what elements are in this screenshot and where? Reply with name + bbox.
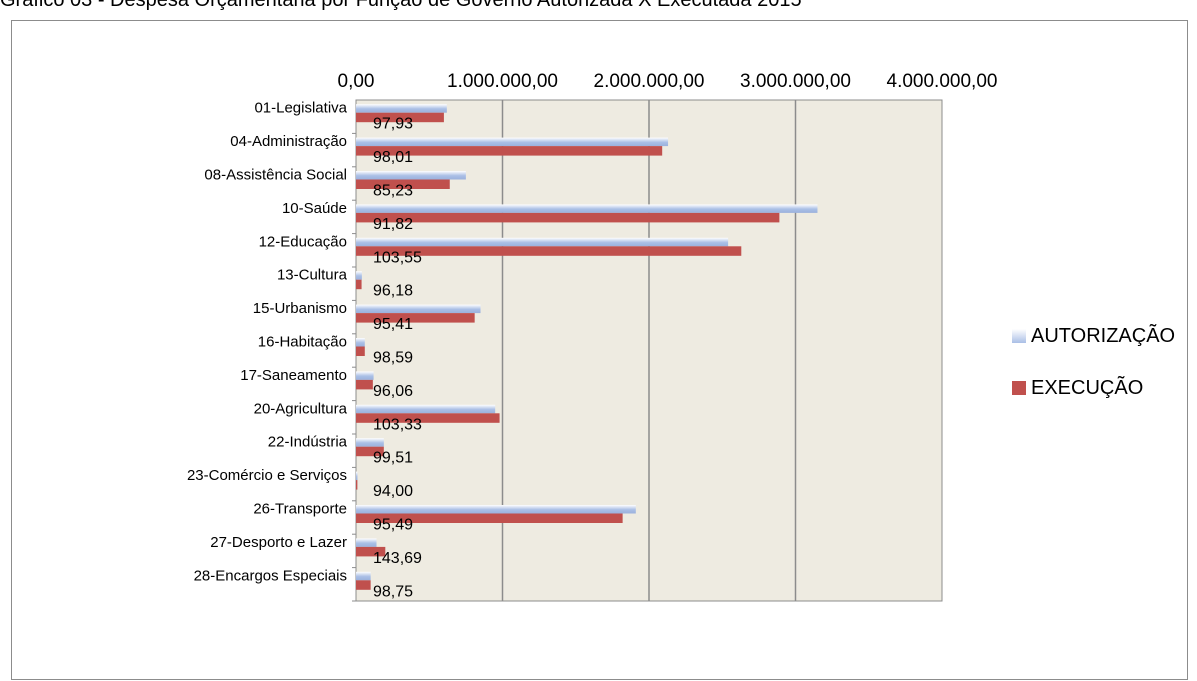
bar-execucao: [356, 413, 500, 423]
category-label: 27-Desporto e Lazer: [210, 534, 347, 551]
bar-execucao: [356, 313, 475, 323]
x-tick-label: 0,00: [338, 71, 375, 92]
bar-execucao: [356, 346, 365, 356]
bar-autorizacao: [356, 538, 377, 547]
bar-autorizacao: [356, 304, 481, 314]
legend: AUTORIZAÇÃO EXECUÇÃO: [1012, 323, 1175, 427]
data-label: 95,41: [373, 316, 413, 333]
bar-execucao: [356, 513, 623, 523]
data-label: 99,51: [373, 450, 413, 467]
bar-execucao: [356, 546, 386, 557]
data-label: 96,06: [373, 383, 413, 400]
data-label: 98,59: [373, 350, 413, 367]
bar-autorizacao: [356, 438, 384, 447]
data-label: 94,00: [373, 483, 413, 500]
legend-label-execucao: EXECUÇÃO: [1031, 376, 1144, 399]
data-label: 98,01: [373, 149, 413, 166]
category-label: 26-Transporte: [253, 501, 347, 518]
bar-autorizacao: [356, 104, 447, 113]
chart-frame: 0,00 1.000.000,00 2.000.000,00 3.000.000,00…: [11, 20, 1188, 680]
category-label: 22-Indústria: [268, 434, 348, 451]
data-label: 143,69: [373, 550, 422, 567]
bar-execucao: [356, 179, 450, 189]
data-label: 103,55: [373, 249, 422, 266]
category-label: 20-Agricultura: [254, 400, 348, 417]
bar-autorizacao: [356, 204, 818, 213]
x-tick-label: 3.000.000,00: [740, 71, 851, 92]
data-label: 91,82: [373, 216, 413, 233]
bar-execucao: [356, 279, 362, 290]
bar-execucao: [356, 212, 780, 223]
category-label: 23-Comércio e Serviços: [187, 467, 347, 484]
x-tick-label: 4.000.000,00: [887, 71, 998, 92]
legend-label-autorizacao: AUTORIZAÇÃO: [1031, 324, 1176, 347]
data-label: 98,75: [373, 583, 413, 600]
bar-autorizacao: [356, 371, 374, 380]
data-label: 103,33: [373, 416, 422, 433]
bar-autorizacao: [356, 505, 636, 514]
data-label: 96,18: [373, 283, 413, 300]
labels: 0,00 1.000.000,00 2.000.000,00 3.000.000,00…: [187, 71, 998, 600]
category-label: 08-Assistência Social: [204, 167, 347, 184]
legend-item-autorizacao: AUTORIZAÇÃO: [1012, 323, 1175, 349]
bar-execucao: [356, 480, 358, 490]
x-tick-label: 1.000.000,00: [447, 71, 558, 92]
category-label: 15-Urbanismo: [253, 300, 347, 317]
x-tick-label: 2.000.000,00: [594, 71, 705, 92]
bar-autorizacao: [356, 404, 496, 414]
bar-execucao: [356, 146, 663, 156]
category-label: 17-Saneamento: [240, 367, 347, 384]
category-label: 13-Cultura: [277, 267, 348, 284]
bars: [356, 104, 818, 590]
data-label: 95,49: [373, 517, 413, 534]
bar-execucao: [356, 580, 371, 590]
bar-execucao: [356, 446, 384, 457]
bar-execucao: [356, 112, 444, 123]
category-label: 01-Legislativa: [254, 100, 347, 117]
chart-caption: Gráfico 03 - Despesa Orçamentária por Fu…: [0, 0, 802, 11]
bar-execucao: [356, 379, 373, 390]
bar-autorizacao: [356, 137, 669, 147]
data-label: 85,23: [373, 183, 413, 200]
category-label: 10-Saúde: [282, 200, 347, 217]
category-label: 04-Administração: [230, 133, 347, 150]
bar-autorizacao: [356, 237, 729, 247]
bar-autorizacao: [356, 271, 362, 280]
category-label: 12-Educação: [259, 233, 347, 250]
data-label: 97,93: [373, 116, 413, 133]
category-label: 28-Encargos Especiais: [194, 567, 347, 584]
legend-item-execucao: EXECUÇÃO: [1012, 375, 1175, 401]
category-label: 16-Habitação: [258, 334, 347, 351]
legend-swatch-execucao: [1012, 381, 1026, 395]
bar-autorizacao: [356, 471, 358, 481]
bar-autorizacao: [356, 171, 466, 180]
bar-autorizacao: [356, 571, 371, 581]
bar-chart: 0,00 1.000.000,00 2.000.000,00 3.000.000,00…: [187, 71, 998, 602]
bar-execucao: [356, 246, 742, 256]
legend-swatch-autorizacao: [1012, 329, 1026, 343]
bar-autorizacao: [356, 338, 365, 347]
